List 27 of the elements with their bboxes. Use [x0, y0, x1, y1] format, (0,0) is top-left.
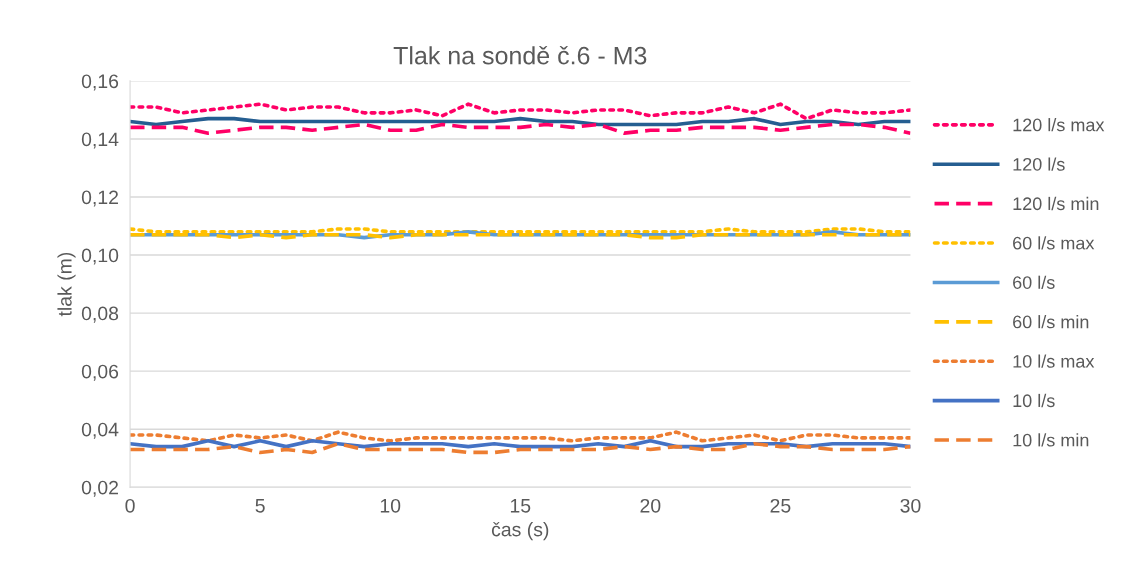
- legend-label: 120 l/s: [1013, 157, 1065, 171]
- x-tick-label: 30: [900, 498, 921, 513]
- x-tick-label: 15: [510, 499, 531, 513]
- y-tick-label: 0,14: [81, 132, 119, 149]
- x-tick-label: 20: [640, 498, 661, 513]
- y-tick-label: 0,02: [81, 480, 118, 497]
- legend-label: 60 l/s: [1013, 275, 1055, 289]
- y-tick-label: 0,04: [81, 422, 119, 439]
- x-axis-title: čas (s): [491, 522, 549, 541]
- legend-label: 120 l/s max: [1013, 118, 1105, 132]
- x-tick-label: 10: [380, 498, 401, 513]
- y-tick-label: 0,08: [81, 306, 119, 323]
- y-tick-label: 0,12: [81, 190, 118, 207]
- legend-label: 10 l/s max: [1013, 354, 1095, 368]
- x-tick-label: 5: [255, 499, 265, 513]
- chart-title: Tlak na sondě č.6 - M3: [393, 46, 647, 65]
- y-tick-label: 0,10: [81, 248, 119, 265]
- y-tick-label: 0,06: [81, 364, 119, 381]
- y-axis-title: tlak (m): [57, 252, 76, 317]
- x-tick-label: 25: [770, 498, 791, 513]
- x-tick-label: 0: [125, 498, 135, 513]
- legend-label: 60 l/s min: [1013, 315, 1089, 329]
- y-tick-label: 0,16: [81, 74, 119, 91]
- legend-label: 10 l/s min: [1013, 433, 1089, 447]
- legend-label: 120 l/s min: [1013, 196, 1099, 211]
- legend-label: 10 l/s: [1013, 393, 1055, 408]
- legend-label: 60 l/s max: [1013, 236, 1095, 250]
